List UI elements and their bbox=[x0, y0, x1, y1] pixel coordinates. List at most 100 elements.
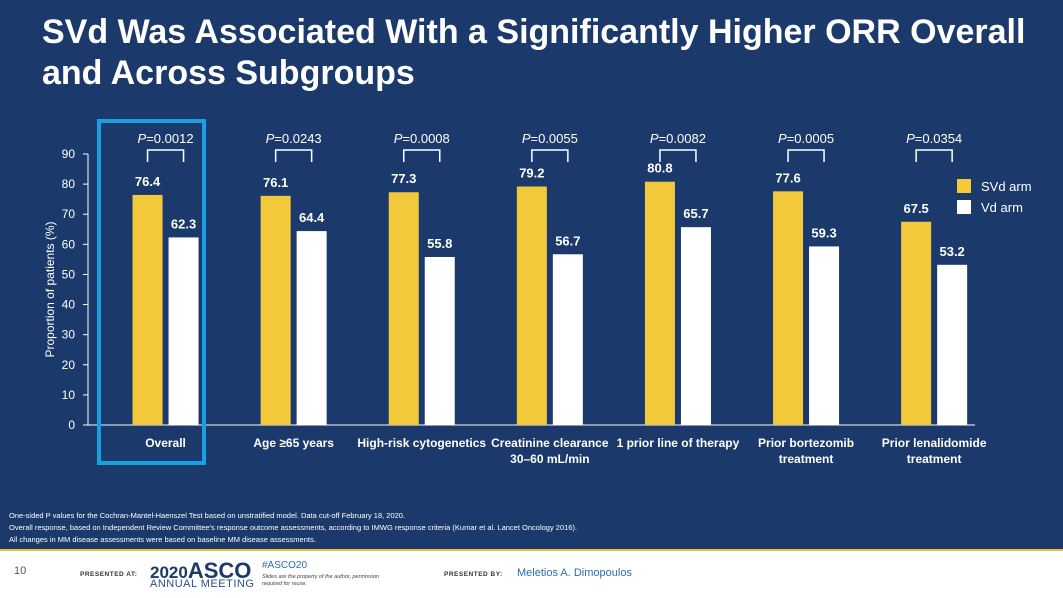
p-value-prefix: P bbox=[138, 131, 147, 146]
data-label-svd: 79.2 bbox=[519, 166, 544, 181]
hashtag: #ASCO20 bbox=[262, 560, 308, 571]
p-value-number: =0.0082 bbox=[659, 131, 706, 146]
legend-swatch bbox=[957, 179, 971, 193]
significance-bracket bbox=[787, 149, 825, 162]
legend-swatch bbox=[957, 200, 971, 214]
bar-svd bbox=[388, 192, 419, 425]
p-value-label: P=0.0012 bbox=[138, 131, 194, 146]
significance-bracket bbox=[146, 149, 185, 162]
bar-svd bbox=[516, 186, 547, 425]
category-label: Creatinine clearance bbox=[491, 436, 609, 450]
footnotes: One-sided P values for the Cochran-Mante… bbox=[9, 510, 577, 546]
data-label-svd: 76.4 bbox=[135, 174, 161, 189]
bar-svd bbox=[260, 195, 291, 425]
data-label-vd: 56.7 bbox=[555, 233, 580, 248]
category-label: Overall bbox=[145, 436, 186, 450]
p-value-label: P=0.0354 bbox=[906, 131, 962, 146]
bar-svd bbox=[644, 181, 675, 425]
bar-vd bbox=[296, 231, 327, 425]
footnote-line: Overall response, based on Independent R… bbox=[9, 523, 578, 532]
y-tick-label: 40 bbox=[62, 298, 76, 312]
logo-year: 2020 bbox=[150, 563, 188, 582]
y-axis-label: Proportion of patients (%) bbox=[43, 221, 57, 357]
bar-vd bbox=[168, 237, 199, 425]
category-label: 1 prior line of therapy bbox=[617, 436, 740, 450]
data-label-svd: 76.1 bbox=[263, 175, 288, 190]
p-value-label: P=0.0055 bbox=[522, 131, 578, 146]
p-value-prefix: P bbox=[906, 131, 915, 146]
category-label-line2: treatment bbox=[907, 452, 962, 466]
p-value-number: =0.0354 bbox=[915, 131, 962, 146]
p-value-label: P=0.0082 bbox=[650, 131, 706, 146]
asco-logo: 2020ASCO ANNUAL MEETING bbox=[150, 558, 254, 590]
p-value-label: P=0.0008 bbox=[394, 131, 450, 146]
data-label-svd: 67.5 bbox=[903, 201, 928, 216]
y-tick-label: 20 bbox=[62, 358, 76, 372]
logo-sub: ANNUAL MEETING bbox=[150, 578, 255, 590]
presented-by-label: PRESENTED BY: bbox=[444, 571, 503, 578]
p-value-number: =0.0243 bbox=[274, 131, 321, 146]
category-label: Prior lenalidomide bbox=[882, 436, 987, 450]
significance-bracket bbox=[915, 149, 953, 162]
p-value-number: =0.0005 bbox=[787, 131, 834, 146]
bar-vd bbox=[680, 227, 711, 425]
data-label-vd: 64.4 bbox=[299, 210, 325, 225]
footnote-line: All changes in MM disease assessments we… bbox=[9, 535, 316, 544]
category-label: Prior bortezomib bbox=[758, 436, 854, 450]
bar-svd bbox=[901, 221, 932, 425]
presented-at-label: PRESENTED AT: bbox=[80, 571, 138, 578]
presenter-name: Meletios A. Dimopoulos bbox=[517, 567, 632, 579]
significance-bracket bbox=[403, 149, 441, 162]
p-value-number: =0.0008 bbox=[402, 131, 449, 146]
data-label-vd: 59.3 bbox=[811, 225, 836, 240]
data-label-vd: 62.3 bbox=[171, 216, 196, 231]
significance-bracket bbox=[531, 149, 569, 162]
p-value-prefix: P bbox=[394, 131, 403, 146]
category-label: High-risk cytogenetics bbox=[357, 436, 486, 450]
bar-vd bbox=[552, 254, 583, 425]
logo-word: ASCO bbox=[187, 558, 252, 583]
p-value-number: =0.0012 bbox=[146, 131, 193, 146]
significance-bracket bbox=[274, 149, 313, 162]
bar-vd bbox=[937, 264, 968, 425]
p-value-prefix: P bbox=[650, 131, 659, 146]
y-tick-label: 0 bbox=[68, 418, 75, 432]
data-label-vd: 55.8 bbox=[427, 236, 452, 251]
p-value-prefix: P bbox=[778, 131, 787, 146]
data-label-svd: 80.8 bbox=[647, 161, 672, 176]
significance-bracket bbox=[659, 149, 697, 162]
data-label-vd: 53.2 bbox=[939, 244, 964, 259]
y-tick-label: 30 bbox=[62, 328, 76, 342]
category-label-line2: 30–60 mL/min bbox=[510, 452, 589, 466]
legend-label: SVd arm bbox=[981, 179, 1032, 194]
category-label-line2: treatment bbox=[779, 452, 834, 466]
overall-highlight-box bbox=[97, 119, 206, 465]
p-value-label: P=0.0243 bbox=[266, 131, 322, 146]
y-tick-label: 10 bbox=[62, 388, 76, 402]
bar-vd bbox=[809, 246, 840, 425]
y-tick-label: 60 bbox=[62, 237, 76, 251]
y-tick-label: 90 bbox=[62, 147, 76, 161]
p-value-prefix: P bbox=[522, 131, 531, 146]
category-label: Age ≥65 years bbox=[253, 436, 334, 450]
bar-svd bbox=[132, 194, 163, 425]
p-value-prefix: P bbox=[266, 131, 275, 146]
p-value-number: =0.0055 bbox=[531, 131, 578, 146]
footer-divider bbox=[0, 549, 1063, 551]
bar-svd bbox=[773, 191, 804, 425]
slide-title: SVd Was Associated With a Significantly … bbox=[42, 13, 1026, 92]
y-tick-label: 70 bbox=[62, 207, 76, 221]
bar-chart: 0 10 20 30 40 50 60 70 80 90 Proportion of patient… bbox=[43, 119, 1032, 466]
p-value-label: P=0.0005 bbox=[778, 131, 834, 146]
footer: 10 PRESENTED AT: 2020ASCO ANNUAL MEETING… bbox=[0, 551, 1063, 598]
footnote-line: One-sided P values for the Cochran-Mante… bbox=[9, 511, 406, 520]
data-label-svd: 77.3 bbox=[391, 171, 416, 186]
data-label-svd: 77.6 bbox=[775, 170, 800, 185]
y-tick-label: 50 bbox=[62, 267, 76, 281]
legend-label: Vd arm bbox=[981, 200, 1023, 215]
slide-background: SVd Was Associated With a Significantly … bbox=[0, 0, 1063, 549]
page-number: 10 bbox=[14, 565, 27, 577]
bar-vd bbox=[424, 256, 455, 425]
y-tick-label: 80 bbox=[62, 177, 76, 191]
data-label-vd: 65.7 bbox=[683, 206, 708, 221]
